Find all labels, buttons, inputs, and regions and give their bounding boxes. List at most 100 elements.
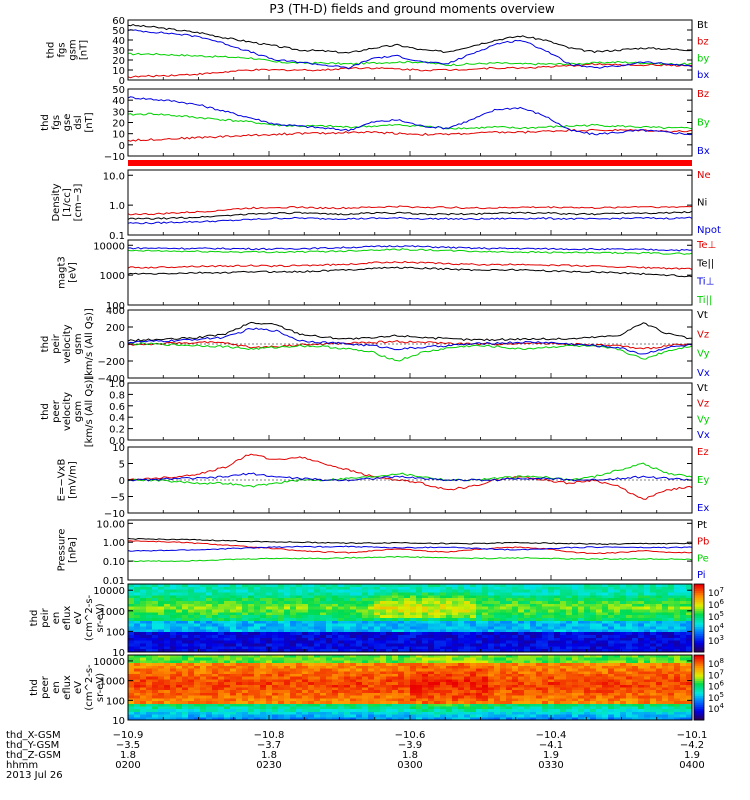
spectrogram-cell [410,684,417,688]
spectrogram-cell [452,649,459,653]
spectrogram-cell [260,706,267,710]
spectrogram-cell [308,649,315,653]
spectrogram-cell [368,671,375,675]
spectrogram-cell [374,637,381,642]
spectrogram-cell [284,592,291,596]
spectrogram-cell [602,643,609,647]
spectrogram-cell [224,592,231,596]
spectrogram-cell [176,687,183,691]
spectrogram-cell [200,592,207,596]
spectrogram-cell [194,643,201,647]
spectrogram-cell [356,711,363,715]
spectrogram-cell [224,671,231,675]
spectrogram-cell [332,711,339,715]
spectrogram-cell [668,714,675,718]
spectrogram-cell [218,615,225,619]
spectrogram-cell [278,679,285,683]
spectrogram-cell [578,684,585,688]
spectrogram-cell [194,609,201,613]
spectrogram-cell [236,606,243,610]
spectrogram-cell [368,632,375,636]
spectrogram-cell [398,603,405,608]
spectrogram-cell [470,603,477,608]
spectrogram-cell [338,676,345,680]
spectrogram-cell [482,703,489,707]
spectrogram-cell [128,643,135,647]
spectrogram-cell [236,671,243,675]
spectrogram-cell [242,655,249,659]
spectrogram-cell [212,698,219,702]
spectrogram-cell [296,703,303,707]
spectrogram-cell [686,603,693,608]
spectrogram-cell [260,655,267,659]
spectrogram-cell [638,635,645,639]
spectrogram-cell [626,660,633,664]
spectrogram-cell [668,584,675,588]
spectrogram-cell [266,663,273,667]
spectrogram-cell [356,598,363,602]
spectrogram-cell [140,673,147,678]
spectrogram-cell [224,584,231,588]
spectrogram-cell [146,586,153,591]
spectrogram-cell [218,646,225,650]
spectrogram-cell [128,646,135,650]
spectrogram-cell [530,649,537,653]
spectrogram-cell [410,598,417,602]
spectrogram-cell [374,660,381,664]
spectrogram-cell [494,618,501,622]
y-tick-label: 400 [106,306,125,317]
spectrogram-cell [224,703,231,707]
spectrogram-cell [302,626,309,630]
spectrogram-cell [566,679,573,683]
spectrogram-cell [146,635,153,639]
spectrogram-cell [524,646,531,650]
spectrogram-cell [164,612,171,616]
spectrogram-cell [200,695,207,699]
spectrogram-cell [638,629,645,633]
spectrogram-cell [380,601,387,605]
spectrogram-cell [398,635,405,639]
spectrogram-cell [650,687,657,691]
spectrogram-cell [368,640,375,644]
spectrogram-cell [302,603,309,608]
spectrogram-cell [362,629,369,633]
spectrogram-cell [254,640,261,644]
spectrogram-cell [248,709,255,713]
spectrogram-cell [182,676,189,680]
spectrogram-cell [416,695,423,699]
spectrogram-cell [404,649,411,653]
spectrogram-cell [308,620,315,625]
spectrogram-cell [494,649,501,653]
spectrogram-cell [362,695,369,699]
spectrogram-cell [614,646,621,650]
spectrogram-cell [500,584,507,588]
spectrogram-cell [290,637,297,642]
spectrogram-cell [494,698,501,702]
spectrogram-cell [650,673,657,678]
spectrogram-cell [416,668,423,672]
spectrogram-cell [680,584,687,588]
spectrogram-cell [410,615,417,619]
spectrogram-cell [500,629,507,633]
spectrogram-cell [212,618,219,622]
spectrogram-cell [416,687,423,691]
spectrogram-cell [662,643,669,647]
spectrogram-cell [188,703,195,707]
spectrogram-cell [548,695,555,699]
y-axis-label-line: [km/s (All Qs)] [84,308,95,380]
spectrogram-cell [554,612,561,616]
spectrogram-cell [476,646,483,650]
spectrogram-cell [680,626,687,630]
spectrogram-cell [278,646,285,650]
spectrogram-cell [200,637,207,642]
spectrogram-cell [182,665,189,669]
spectrogram-cell [236,701,243,705]
spectrogram-cell [392,687,399,691]
spectrogram-cell [272,626,279,630]
spectrogram-cell [164,690,171,694]
spectrogram-cell [398,629,405,633]
spectrogram-cell [284,665,291,669]
spectrogram-cell [644,687,651,691]
spectrogram-cell [368,709,375,713]
spectrogram-cell [524,655,531,659]
